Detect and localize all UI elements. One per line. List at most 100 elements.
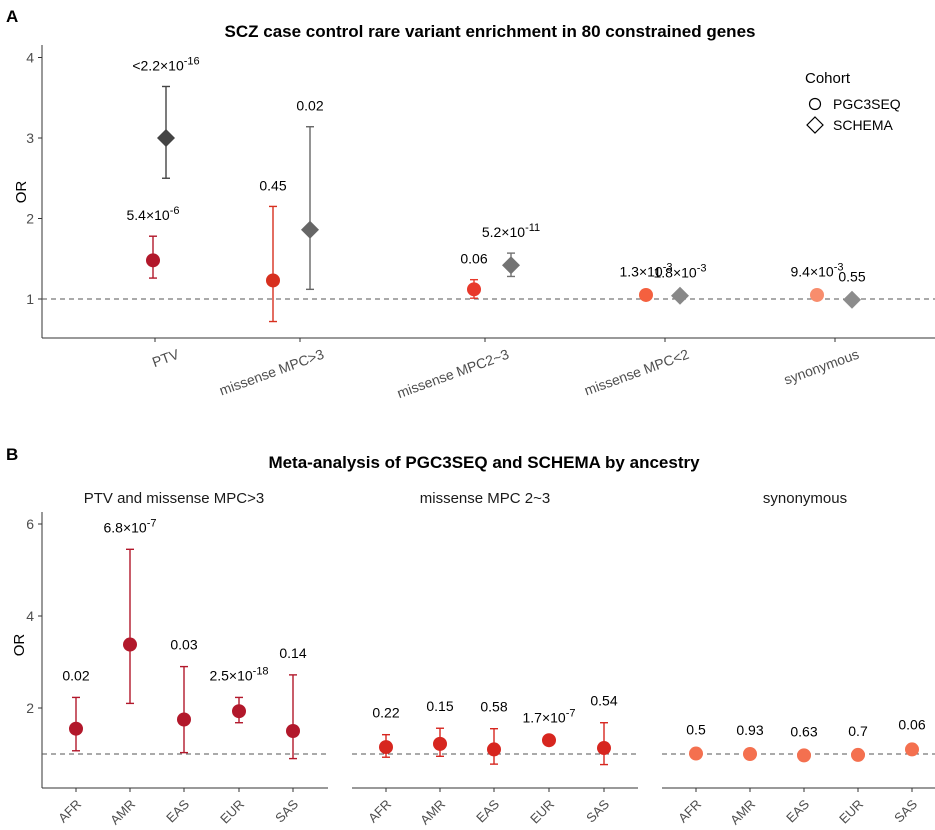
legend: Cohort PGC3SEQ SCHEMA	[805, 70, 901, 134]
point-pgc3seq	[639, 287, 653, 302]
x-tick-label: SAS	[891, 796, 920, 825]
p-value-label: 0.63	[790, 724, 817, 740]
p-value-label: 0.02	[62, 667, 89, 683]
x-tick-label: synonymous	[782, 346, 861, 388]
x-tick-label: AFR	[365, 797, 394, 826]
point	[177, 712, 191, 727]
x-tick-label: SAS	[583, 796, 612, 825]
p-value-label: 2.5×10-18	[209, 665, 268, 683]
facet: synonymous AFR 0.5 AMR 0.93 EAS 0.63 EUR 0.7 SAS 0…	[662, 490, 935, 828]
legend-diamond-icon	[806, 116, 824, 134]
y-tick-label: 4	[26, 50, 34, 66]
panel-a-plot: 1 2 3 4 OR PTV missense MPC>3 missense MPC2~3 mi…	[13, 45, 935, 401]
p-value-label: 0.45	[259, 177, 286, 193]
legend-title: Cohort	[805, 70, 851, 87]
point	[542, 733, 556, 748]
point-pgc3seq	[467, 282, 481, 297]
panel-b-label: B	[6, 445, 18, 464]
y-tick-label: 3	[26, 130, 34, 146]
facet-title: PTV and missense MPC>3	[84, 490, 265, 507]
y-tick-label: 2	[26, 211, 34, 227]
p-value-label: 5.2×10-11	[482, 222, 540, 240]
point	[851, 747, 865, 762]
x-tick-label: AMR	[417, 797, 448, 828]
p-value-label: 1.3×10-3	[620, 262, 673, 280]
legend-label: SCHEMA	[833, 117, 894, 133]
p-value-label: 0.5	[686, 722, 706, 738]
p-value-label: 1.7×10-7	[523, 707, 576, 725]
point	[487, 742, 501, 757]
p-value-label: 0.93	[736, 722, 763, 738]
point-schema	[843, 290, 861, 309]
x-tick-label: EAS	[473, 796, 502, 825]
panel-b-plot: 2 4 6 OR PTV and missense MPC>3 AFR 0.02 AMR 6.8…	[11, 490, 935, 828]
x-tick-label: EUR	[217, 797, 247, 827]
error-bar	[306, 126, 314, 291]
p-value-label: 0.55	[838, 268, 865, 284]
p-value-label: 0.58	[480, 699, 507, 715]
legend-circle-icon	[808, 97, 822, 111]
x-tick-label: AMR	[107, 797, 138, 828]
p-value-label: 0.03	[170, 637, 197, 653]
point	[797, 748, 811, 763]
x-tick-label: PTV	[150, 346, 182, 371]
p-value-label: 6.8×10-7	[104, 517, 157, 535]
p-value-label: 9.4×10-3	[791, 262, 844, 280]
error-bar	[269, 205, 277, 323]
point	[379, 740, 393, 755]
error-bar	[126, 548, 134, 705]
p-value-label: 5.4×10-6	[127, 205, 180, 223]
point	[232, 704, 246, 719]
point-pgc3seq	[810, 287, 824, 302]
point	[286, 724, 300, 738]
p-value-label: 0.14	[279, 645, 306, 661]
error-bar	[289, 674, 297, 760]
panel-a-title: SCZ case control rare variant enrichment…	[225, 22, 756, 41]
panel-a-label: A	[6, 7, 18, 26]
x-tick-label: AMR	[727, 797, 758, 828]
point-schema	[301, 220, 319, 239]
point-schema	[157, 129, 175, 147]
x-tick-label: AFR	[675, 797, 704, 826]
x-tick-label: AFR	[55, 797, 84, 826]
point-schema	[671, 286, 689, 305]
p-value-label: 0.02	[296, 98, 323, 114]
point	[433, 736, 447, 751]
point-pgc3seq	[266, 273, 280, 288]
x-tick-label: missense MPC2~3	[395, 346, 511, 401]
facet-title: missense MPC 2~3	[420, 490, 550, 507]
x-tick-label: SAS	[272, 796, 301, 825]
x-tick-label: missense MPC>3	[217, 346, 326, 399]
error-bar	[180, 665, 188, 754]
x-tick-label: EUR	[527, 797, 557, 827]
point	[69, 721, 83, 736]
y-tick-label: 6	[26, 516, 34, 532]
x-tick-label: EUR	[836, 797, 866, 827]
y-axis-title: OR	[13, 181, 30, 204]
facet-title: synonymous	[763, 490, 847, 507]
point-pgc3seq	[146, 253, 160, 268]
y-tick-label: 2	[26, 700, 34, 716]
panel-b-title: Meta-analysis of PGC3SEQ and SCHEMA by a…	[268, 453, 700, 472]
y-tick-label: 1	[26, 291, 34, 307]
p-value-label: 0.06	[460, 251, 487, 267]
p-value-label: 0.22	[372, 705, 399, 721]
p-value-label: 0.15	[426, 698, 453, 714]
p-value-label: 0.54	[590, 693, 617, 709]
point	[597, 741, 611, 756]
point	[123, 637, 137, 652]
point	[689, 746, 703, 761]
facet: missense MPC 2~3 AFR 0.22 AMR 0.15 EAS 0.58 EUR…	[352, 490, 638, 828]
p-value-label: <2.2×10-16	[132, 55, 199, 73]
x-tick-label: EAS	[163, 796, 192, 825]
y-tick-label: 4	[26, 608, 34, 624]
facet: PTV and missense MPC>3 AFR 0.02 AMR 6.8×10-7…	[42, 490, 328, 828]
p-value-label: 0.7	[848, 723, 868, 739]
x-tick-label: missense MPC<2	[582, 346, 691, 399]
point	[743, 747, 757, 761]
point	[905, 742, 919, 757]
x-tick-label: EAS	[783, 796, 812, 825]
legend-label: PGC3SEQ	[833, 96, 901, 112]
y-axis-title: OR	[11, 634, 28, 657]
